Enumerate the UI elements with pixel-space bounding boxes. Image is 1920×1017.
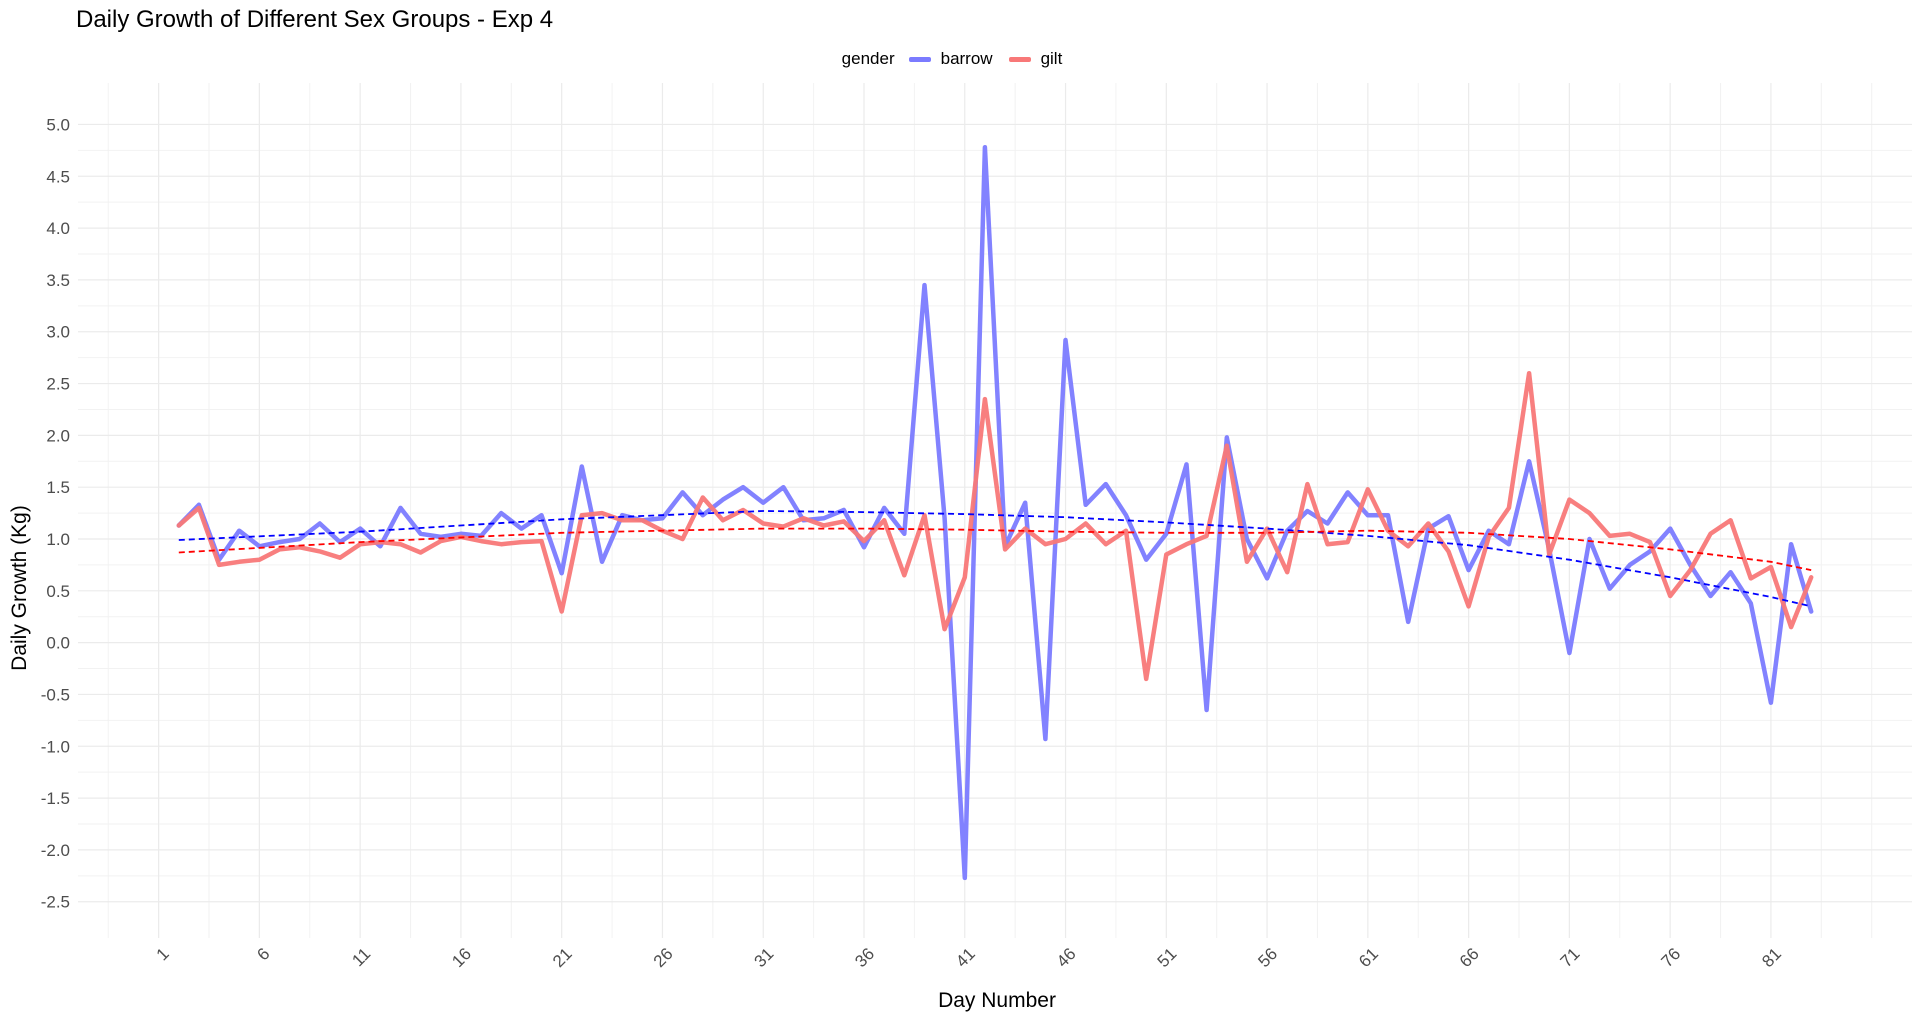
- y-axis-ticks: -2.5 -2.0 -1.5 -1.0 -0.5 0.0 0.5 1.0 1.5 2.0 2.5 3.…: [41, 115, 70, 911]
- x-tick-label: 81: [1758, 944, 1785, 971]
- x-tick-label: 21: [549, 944, 576, 971]
- x-tick-label: 31: [751, 944, 778, 971]
- legend-item-barrow: barrow: [908, 49, 993, 69]
- trend-lines: [178, 510, 1812, 608]
- y-tick-label: 1.0: [46, 530, 70, 549]
- grid: [78, 83, 1912, 938]
- y-tick-label: -1.5: [41, 789, 70, 808]
- y-tick-label: 2.5: [46, 375, 70, 394]
- legend-label-gilt: gilt: [1040, 49, 1063, 68]
- x-tick-label: 66: [1456, 944, 1483, 971]
- trend-line-gilt: [178, 527, 1812, 571]
- y-tick-label: 0.5: [46, 582, 70, 601]
- legend-label-barrow: barrow: [940, 49, 993, 68]
- trend-line-barrow: [178, 510, 1812, 608]
- y-tick-label: -2.5: [41, 893, 70, 912]
- x-tick-label: 46: [1053, 944, 1080, 971]
- x-tick-label: 11: [348, 944, 374, 970]
- chart-title: Daily Growth of Different Sex Groups - E…: [76, 6, 554, 33]
- x-tick-label: 26: [650, 944, 677, 971]
- x-tick-label: 36: [851, 944, 878, 971]
- x-axis-label: Day Number: [938, 989, 1056, 1012]
- x-tick-label: 1: [153, 944, 173, 964]
- x-tick-label: 71: [1557, 944, 1584, 971]
- series-line-gilt: [176, 370, 1814, 682]
- y-tick-label: 3.5: [46, 271, 70, 290]
- y-axis-label: Daily Growth (Kg): [8, 505, 31, 671]
- x-tick-label: 51: [1154, 944, 1181, 971]
- legend-swatch-barrow: [908, 56, 931, 62]
- y-tick-label: 2.0: [46, 426, 70, 445]
- series-lines: [176, 145, 1814, 881]
- legend-item-gilt: gilt: [1008, 49, 1063, 69]
- y-tick-label: -2.0: [41, 841, 70, 860]
- x-tick-label: 6: [253, 944, 273, 964]
- y-tick-label: 3.0: [46, 323, 70, 342]
- x-tick-label: 56: [1254, 944, 1281, 971]
- x-axis-ticks: 1 6 11 16 21 26 31 36 41 46 51 56 61 66 71 76 81: [153, 944, 1785, 971]
- x-tick-label: 61: [1355, 944, 1382, 971]
- legend-title: gender: [841, 49, 895, 68]
- series-line-barrow: [176, 145, 1814, 881]
- x-tick-label: 41: [952, 944, 979, 971]
- y-tick-label: 5.0: [46, 115, 70, 134]
- x-tick-label: 16: [448, 944, 475, 971]
- y-tick-label: 1.5: [46, 478, 70, 497]
- y-tick-label: 4.0: [46, 219, 70, 238]
- y-tick-label: 0.0: [46, 634, 70, 653]
- y-tick-label: -0.5: [41, 685, 70, 704]
- legend: gender barrow gilt: [0, 49, 1920, 69]
- legend-swatch-gilt: [1008, 56, 1031, 62]
- x-tick-label: 76: [1657, 944, 1684, 971]
- y-tick-label: -1.0: [41, 737, 70, 756]
- y-tick-label: 4.5: [46, 167, 70, 186]
